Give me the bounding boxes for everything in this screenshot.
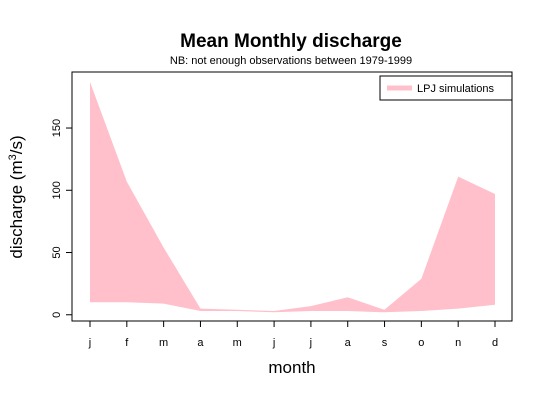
legend: LPJ simulations (379, 75, 513, 101)
y-axis-title-end: /s) (7, 135, 26, 154)
x-tick-label: n (455, 337, 461, 349)
x-axis-title: month (268, 358, 315, 377)
chart-title: Mean Monthly discharge (180, 31, 402, 52)
y-tick-label: 0 (51, 312, 63, 318)
y-axis: 0 50 100 150 (51, 119, 72, 318)
x-tick-label: a (345, 337, 352, 349)
plot-frame (71, 71, 513, 322)
x-tick-label: a (197, 337, 204, 349)
x-tick-label: j (309, 337, 312, 349)
legend-label: LPJ simulations (417, 83, 495, 95)
y-axis-title-superscript: 3 (7, 154, 19, 160)
y-axis-title: discharge (m3/s) (7, 135, 26, 258)
x-tick-label: m (159, 337, 168, 349)
x-tick-label: j (88, 337, 91, 349)
x-tick-label: j (272, 337, 275, 349)
chart-subtitle: NB: not enough observations between 1979… (170, 55, 412, 67)
x-tick-label: d (492, 337, 498, 349)
area-layer (90, 82, 495, 313)
y-tick-label: 150 (51, 119, 63, 137)
x-tick-label: o (418, 337, 424, 349)
x-tick-label: f (125, 337, 129, 349)
x-tick-label: s (382, 337, 388, 349)
series-area-0 (90, 82, 495, 313)
y-tick-label: 50 (51, 246, 63, 258)
x-tick-label: m (233, 337, 242, 349)
y-tick-label: 100 (51, 181, 63, 199)
y-axis-title-main: discharge (m (7, 160, 26, 258)
